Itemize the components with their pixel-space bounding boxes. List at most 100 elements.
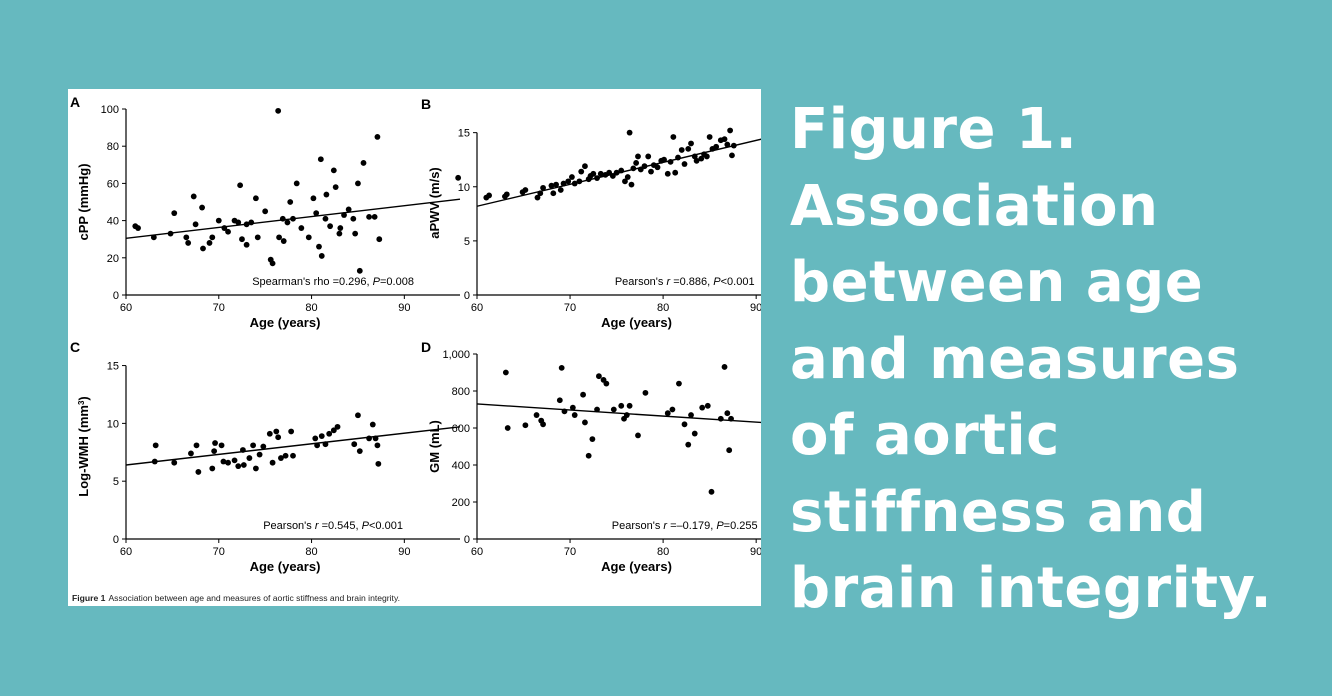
panel-letter: D [421,339,431,355]
trend-line [476,403,761,424]
data-point [246,455,253,461]
y-tick-label: 5 [464,236,470,248]
data-point [569,174,575,180]
data-point [565,178,572,185]
data-point [376,236,383,243]
data-point [582,419,588,426]
data-point [628,181,635,188]
stat-p-value: <0.001 [369,520,403,532]
data-point [703,153,710,160]
data-point [374,134,381,140]
data-point [537,190,544,197]
data-point [237,182,244,189]
data-point [288,428,295,435]
data-point [699,404,706,411]
data-point [356,448,363,455]
y-tick-label: 15 [107,361,119,373]
data-point [729,152,735,159]
data-point [603,380,610,387]
data-point [613,169,620,176]
data-point [578,168,585,175]
data-point [195,469,202,475]
data-point [681,421,688,428]
figure-panel: A 60 70 80 90 0 20 40 60 80 100 Age (years) cPP (mmH… [68,89,761,606]
data-point [314,442,321,449]
data-point [624,174,631,180]
data-point [240,462,247,468]
y-tick-label: 60 [107,178,119,190]
stat-r-symbol: r [666,276,671,288]
x-tick-label: 80 [657,302,669,314]
panel-letter: B [421,96,431,112]
data-point [560,180,567,187]
data-point [688,140,694,147]
data-point [341,212,347,218]
chart-panel-c: C 60 70 80 90 0 5 10 15 Age (years) Log-WMH (mm3) P… [70,339,461,574]
data-point [298,225,305,231]
data-point [235,463,242,470]
data-point [360,160,367,166]
y-axis-label-suffix: ) [76,396,91,400]
caption-text: Association between age and measures of … [108,593,400,603]
data-point [556,397,563,404]
data-point [190,193,197,200]
data-point [633,160,640,166]
y-tick-label: 40 [107,216,119,228]
data-point [209,234,216,241]
data-point [730,142,737,149]
y-tick-label: 100 [101,104,119,116]
data-point [334,423,341,430]
data-point [648,168,654,175]
data-point [626,129,633,136]
data-point [717,415,724,422]
data-point [355,412,361,419]
data-point [231,457,238,464]
y-tick-label: 0 [113,290,119,302]
data-point [641,163,648,170]
data-point [135,225,141,231]
x-tick-label: 80 [305,302,317,314]
data-point [305,234,312,241]
stat-prefix: Pearson's [615,276,667,288]
data-point [582,163,588,170]
stat-p-symbol: P [716,520,724,532]
data-point [540,184,546,191]
data-point [571,180,578,187]
x-tick-label: 80 [305,546,317,558]
data-point [569,404,576,411]
data-point [284,219,291,226]
y-axis-label: Log-WMH (mm3) [76,396,91,497]
data-point [317,156,324,163]
data-point [533,412,540,418]
data-point [167,230,174,237]
data-point [726,447,733,454]
data-point [239,236,245,243]
stat-annotation: Pearson's r =–0.179, P=0.255 [612,520,758,532]
data-point [318,253,325,259]
data-point [635,153,641,160]
panel-letter: C [70,339,80,355]
data-point [235,219,242,226]
data-point [724,410,731,417]
data-point [336,230,343,237]
data-point [522,187,529,193]
data-point [580,391,586,398]
data-point [678,147,685,153]
data-point [312,435,319,442]
y-tick-label: 1,000 [442,349,470,361]
y-tick-label: 20 [107,253,119,265]
stat-r-symbol: r [663,520,668,532]
x-tick-label: 70 [213,546,225,558]
data-point [693,157,700,164]
data-point [293,180,300,187]
data-point [225,459,231,466]
data-point [708,488,715,495]
panel-letter: A [70,94,80,110]
data-point [351,441,358,448]
stat-prefix: Spearman's rho =0.296, [252,276,372,288]
data-point [727,127,734,134]
data-point [596,373,602,380]
data-point [672,169,679,176]
y-axis-label-text: GM (mL) [427,420,442,473]
